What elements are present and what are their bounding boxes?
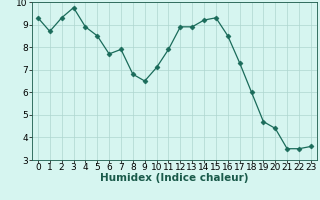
X-axis label: Humidex (Indice chaleur): Humidex (Indice chaleur) (100, 173, 249, 183)
